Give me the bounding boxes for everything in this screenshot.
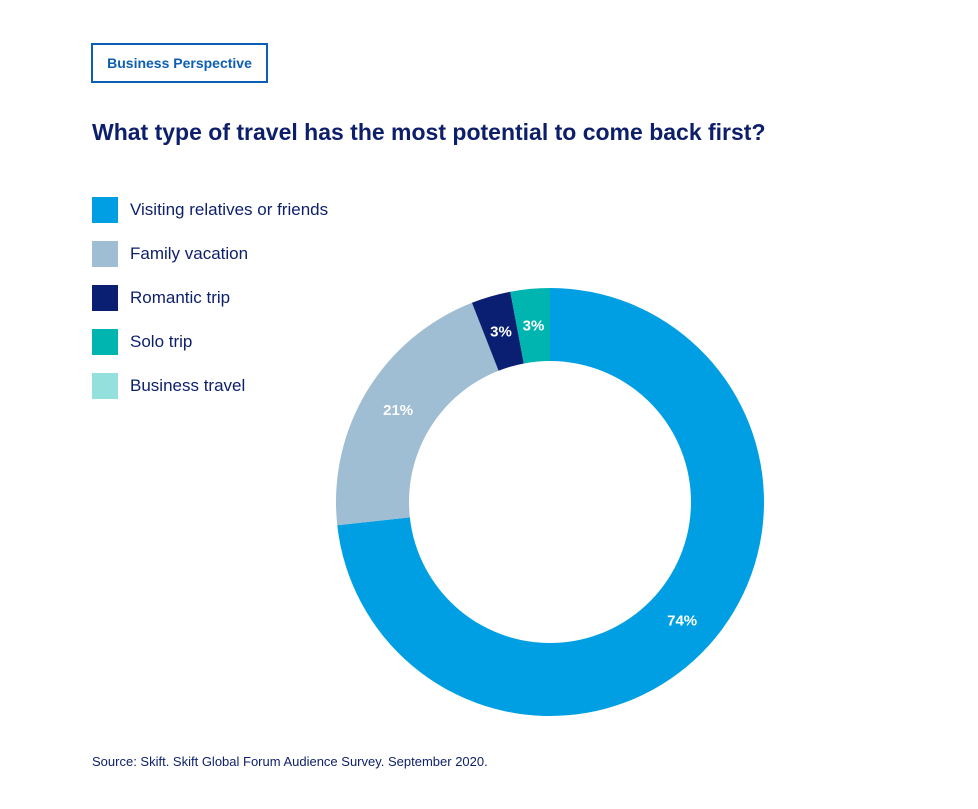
legend-swatch [92,284,118,311]
legend-label: Solo trip [130,331,193,351]
donut-slice [471,291,524,371]
legend-label: Visiting relatives or friends [130,199,329,219]
legend-item: Business travel [92,372,328,399]
legend-swatch [92,328,118,355]
legend-item: Solo trip [92,328,328,355]
legend-label: Family vacation [130,243,249,263]
donut-slice [336,302,499,526]
source-note: Source: Skift. Skift Global Forum Audien… [92,754,488,769]
slice-value-label: 3% [490,323,512,340]
chart-title: What type of travel has the most potenti… [92,119,766,145]
legend-label: Romantic trip [130,287,231,307]
slice-value-label: 3% [523,317,545,334]
legend-item: Visiting relatives or friends [92,196,328,223]
legend-swatch [92,196,118,223]
chart-legend: Visiting relatives or friends Family vac… [92,196,328,416]
legend-swatch [92,372,118,399]
legend-item: Family vacation [92,240,328,267]
slice-value-label: 74% [667,612,697,629]
category-tag-label: Business Perspective [107,55,252,71]
legend-label: Business travel [130,375,246,395]
category-tag: Business Perspective [91,43,268,83]
legend-swatch [92,240,118,267]
donut-slice [337,288,764,717]
donut-slice [510,288,550,364]
slice-value-label: 21% [383,402,413,419]
legend-item: Romantic trip [92,284,328,311]
